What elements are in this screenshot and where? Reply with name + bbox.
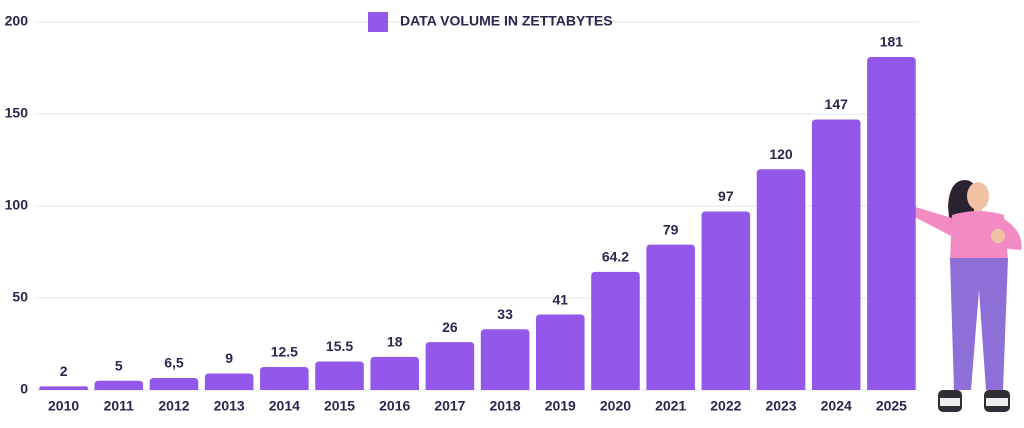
bar: [315, 361, 364, 390]
data-label: 33: [497, 306, 513, 322]
bar: [149, 378, 199, 390]
bar: [260, 367, 309, 390]
legend-swatch: [368, 12, 388, 32]
bar: [867, 56, 916, 391]
bar: [94, 380, 144, 390]
y-tick-label: 50: [12, 289, 28, 305]
bar: [756, 169, 806, 390]
x-tick-label: 2021: [655, 398, 686, 414]
bar: [701, 211, 751, 390]
data-label: 64.2: [602, 249, 629, 265]
data-label: 18: [387, 334, 403, 350]
x-tick-label: 2018: [490, 398, 521, 414]
x-tick-label: 2024: [821, 398, 852, 414]
data-label: 5: [115, 358, 123, 374]
x-tick-label: 2023: [765, 398, 796, 414]
bar: [204, 373, 254, 390]
x-tick-label: 2012: [158, 398, 189, 414]
data-label: 97: [718, 188, 734, 204]
data-label: 181: [880, 34, 904, 50]
x-tick-label: 2022: [710, 398, 741, 414]
y-tick-label: 0: [20, 381, 28, 397]
x-tick-label: 2011: [104, 398, 135, 414]
bar: [646, 244, 695, 390]
data-label: 26: [442, 319, 458, 335]
data-label: 41: [552, 291, 568, 307]
data-label: 2: [60, 363, 68, 379]
data-label: 147: [825, 96, 849, 112]
y-tick-label: 150: [5, 105, 29, 121]
bar: [535, 314, 585, 390]
bar: [591, 271, 640, 390]
x-tick-label: 2020: [600, 398, 631, 414]
y-tick-label: 100: [5, 197, 29, 213]
data-label: 120: [769, 146, 793, 162]
illustration: [896, 180, 1022, 412]
data-label: 12.5: [271, 344, 298, 360]
data-label: 6,5: [164, 355, 184, 371]
x-tick-label: 2014: [269, 398, 300, 414]
x-tick-label: 2013: [214, 398, 245, 414]
bar: [811, 119, 861, 391]
y-tick-label: 200: [5, 13, 29, 29]
legend-label: DATA VOLUME IN ZETTABYTES: [400, 13, 613, 29]
data-label: 79: [663, 221, 679, 237]
x-tick-label: 2025: [876, 398, 907, 414]
x-tick-label: 2010: [48, 398, 79, 414]
x-tick-label: 2017: [434, 398, 465, 414]
x-tick-label: 2019: [545, 398, 576, 414]
bar: [39, 386, 88, 390]
data-label: 15.5: [326, 338, 353, 354]
bar: [480, 329, 530, 390]
data-label: 9: [225, 350, 233, 366]
x-tick-label: 2016: [379, 398, 410, 414]
bar: [425, 342, 475, 390]
x-tick-label: 2015: [324, 398, 355, 414]
bar: [370, 356, 420, 390]
